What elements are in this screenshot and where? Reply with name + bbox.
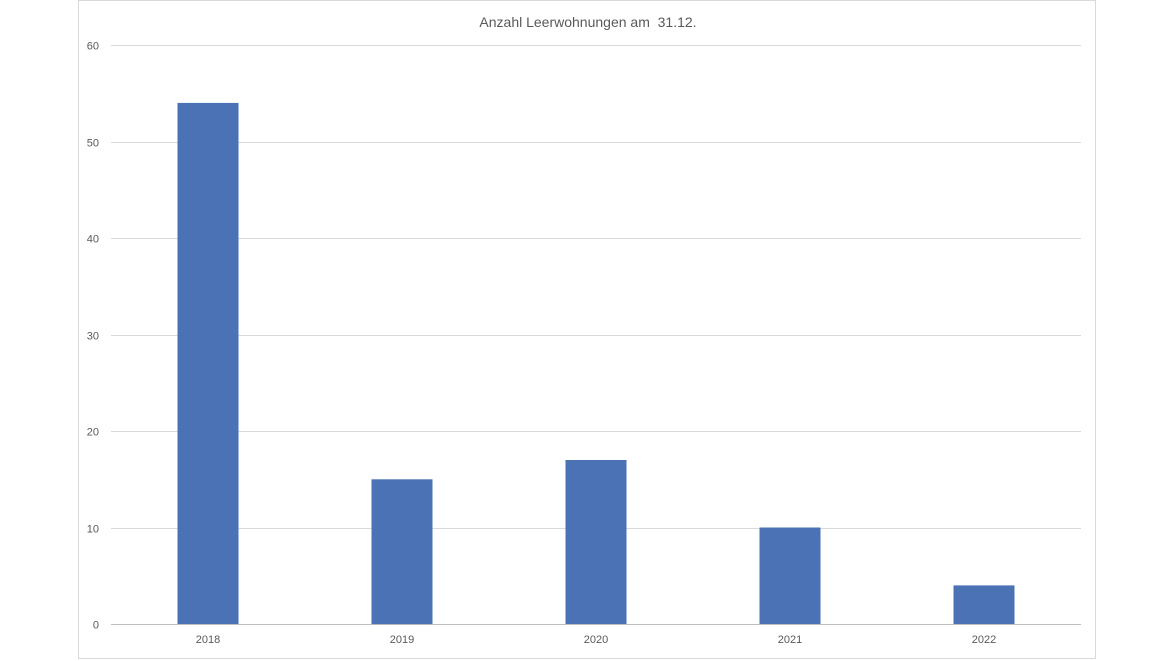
- y-tick-label: 40: [87, 234, 99, 246]
- bar-2022: [953, 585, 1015, 624]
- y-tick-label: 30: [87, 331, 99, 343]
- x-tick-label: 2022: [972, 634, 996, 646]
- y-axis-tick-labels: 0 10 20 30 40 50 60: [87, 41, 99, 632]
- x-tick-label: 2021: [778, 634, 802, 646]
- bar-2018: [177, 102, 239, 624]
- y-tick-label: 20: [87, 427, 99, 439]
- y-tick-label: 60: [87, 41, 99, 53]
- x-tick-label: 2018: [196, 634, 220, 646]
- bar-2020: [565, 460, 627, 624]
- bars: [177, 102, 1015, 625]
- x-tick-label: 2020: [584, 634, 608, 646]
- y-tick-label: 0: [93, 620, 99, 632]
- bar-2021: [759, 527, 821, 624]
- y-tick-label: 50: [87, 138, 99, 150]
- bar-2019: [371, 479, 433, 625]
- x-axis-tick-labels: 2018 2019 2020 2021 2022: [196, 634, 996, 646]
- y-tick-label: 10: [87, 524, 99, 536]
- x-tick-label: 2019: [390, 634, 414, 646]
- gridlines: [111, 45, 1081, 625]
- chart-title: Anzahl Leerwohnungen am 31.12.: [479, 14, 696, 30]
